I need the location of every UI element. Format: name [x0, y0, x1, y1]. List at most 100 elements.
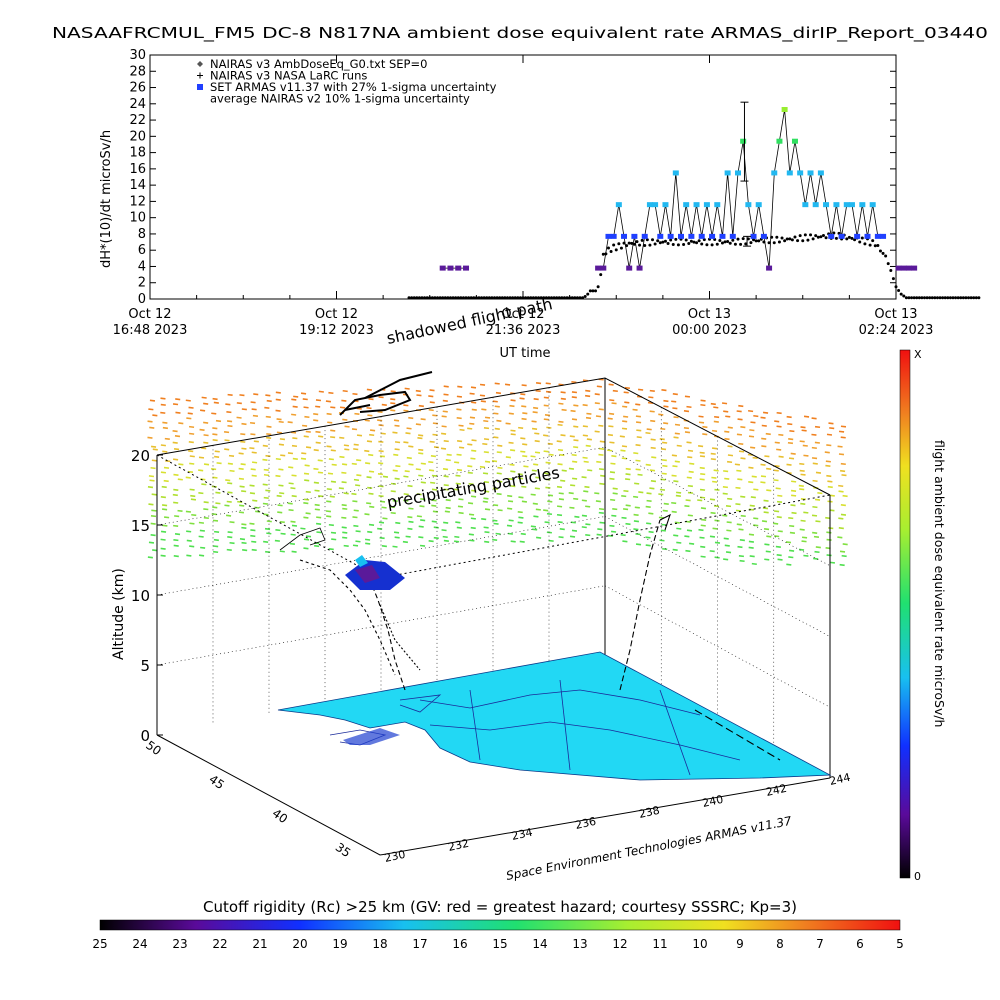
- particle-dash: [676, 527, 682, 530]
- nairas-point: [682, 243, 686, 247]
- armas-point: [755, 202, 762, 208]
- particle-dash: [750, 421, 756, 424]
- particle-dash: [483, 526, 489, 529]
- x-tick-label-date: Oct 12: [128, 307, 171, 322]
- particle-dash: [162, 421, 168, 424]
- particle-dash: [431, 520, 437, 523]
- particle-dash: [468, 513, 475, 516]
- nairas-point: [754, 239, 758, 243]
- particle-dash: [175, 398, 181, 401]
- nairas-point: [438, 296, 442, 300]
- cutoff-colorbar-tick-label: 9: [736, 937, 744, 951]
- particle-dash: [599, 440, 605, 443]
- particle-dash: [339, 436, 345, 439]
- particle-dash: [416, 394, 422, 397]
- particle-dash: [479, 383, 486, 386]
- cutoff-colorbar-tick-label: 10: [692, 937, 707, 951]
- nairas-point: [588, 289, 592, 293]
- particle-dash: [212, 397, 218, 401]
- particle-dash: [686, 529, 693, 532]
- particle-dash: [278, 443, 285, 446]
- particle-dash: [203, 434, 209, 437]
- particle-dash: [534, 451, 541, 454]
- particle-dash: [791, 480, 797, 483]
- particle-dash: [660, 427, 666, 431]
- particle-dash: [185, 510, 192, 513]
- particle-dash: [443, 484, 449, 487]
- particle-dash: [351, 492, 357, 496]
- y-tick-label: 26: [129, 81, 146, 96]
- particle-dash: [224, 439, 230, 442]
- particle-dash: [496, 451, 502, 454]
- armas-point: [615, 202, 622, 208]
- particle-dash: [175, 411, 181, 414]
- particle-dash: [826, 433, 833, 436]
- particle-dash: [355, 530, 361, 533]
- particle-dash: [837, 445, 843, 448]
- particle-dash: [749, 555, 755, 558]
- particle-dash: [327, 472, 334, 475]
- particle-dash: [173, 458, 179, 461]
- particle-dash: [160, 471, 167, 474]
- particle-dash: [740, 426, 746, 429]
- nairas-point: [733, 242, 737, 246]
- particle-dash: [533, 406, 539, 410]
- particle-dash: [545, 486, 551, 489]
- nairas-point: [850, 236, 854, 240]
- particle-dash: [748, 540, 754, 543]
- particle-dash: [650, 480, 657, 483]
- particle-dash: [625, 504, 631, 507]
- longitude-tick-label: 230: [383, 848, 406, 865]
- particle-dash: [662, 547, 668, 551]
- armas-point: [869, 202, 876, 208]
- particle-dash: [251, 540, 257, 543]
- nairas-point: [653, 242, 657, 246]
- nairas-point: [661, 240, 665, 244]
- particle-dash: [748, 466, 754, 469]
- nairas-point: [472, 296, 476, 300]
- particle-dash: [584, 485, 590, 489]
- particle-dash: [429, 389, 435, 392]
- particle-dash: [378, 494, 384, 498]
- particle-dash: [532, 411, 538, 414]
- particle-dash: [313, 413, 319, 416]
- particle-dash: [200, 546, 206, 549]
- particle-dash: [585, 416, 592, 420]
- error-bars: [740, 101, 752, 247]
- particle-dash: [343, 492, 349, 495]
- particle-dash: [557, 423, 563, 427]
- particle-dash: [663, 405, 669, 408]
- particle-dash: [454, 488, 460, 491]
- particle-dash: [535, 508, 541, 511]
- particle-dash: [673, 436, 679, 439]
- map-surface: [277, 651, 832, 781]
- particle-dash: [825, 460, 831, 463]
- nairas-point: [972, 296, 976, 300]
- nairas-point: [441, 296, 445, 300]
- y-tick-label: 4: [138, 259, 146, 274]
- particle-dash: [709, 498, 716, 501]
- particle-dash: [573, 497, 579, 501]
- particle-dash: [811, 446, 817, 450]
- particle-dash: [240, 433, 246, 436]
- particle-dash: [160, 547, 166, 550]
- particle-dash: [224, 448, 230, 451]
- particle-dash: [774, 465, 780, 468]
- particle-dash: [239, 394, 245, 397]
- nairas-point: [658, 241, 662, 245]
- armas-point: [864, 233, 871, 239]
- cutoff-colorbar-strip: [99, 919, 901, 931]
- particle-dash: [408, 463, 414, 466]
- particle-dash: [198, 535, 204, 538]
- particle-dash: [314, 544, 320, 548]
- particle-dash: [672, 465, 678, 468]
- armas-point: [740, 138, 747, 144]
- y-tick-label: 0: [138, 292, 146, 307]
- particle-dash: [152, 448, 158, 451]
- particle-dash: [659, 539, 665, 542]
- particle-dash: [482, 472, 489, 475]
- particle-dash: [649, 410, 655, 413]
- particle-dash: [225, 514, 232, 517]
- particle-dash: [263, 468, 269, 472]
